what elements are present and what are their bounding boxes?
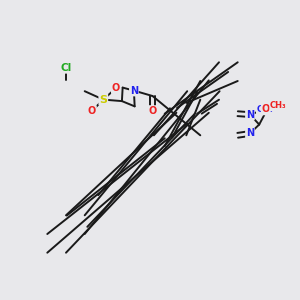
Text: S: S <box>99 94 107 105</box>
Text: O: O <box>112 83 120 93</box>
Text: O: O <box>148 106 157 116</box>
Text: N: N <box>246 110 254 120</box>
Text: CH₃: CH₃ <box>270 101 287 110</box>
Text: O: O <box>88 106 96 116</box>
Text: N: N <box>130 85 138 96</box>
Text: CH₃: CH₃ <box>256 105 273 114</box>
Text: Cl: Cl <box>60 63 72 73</box>
Text: O: O <box>262 104 270 115</box>
Text: N: N <box>246 128 254 139</box>
